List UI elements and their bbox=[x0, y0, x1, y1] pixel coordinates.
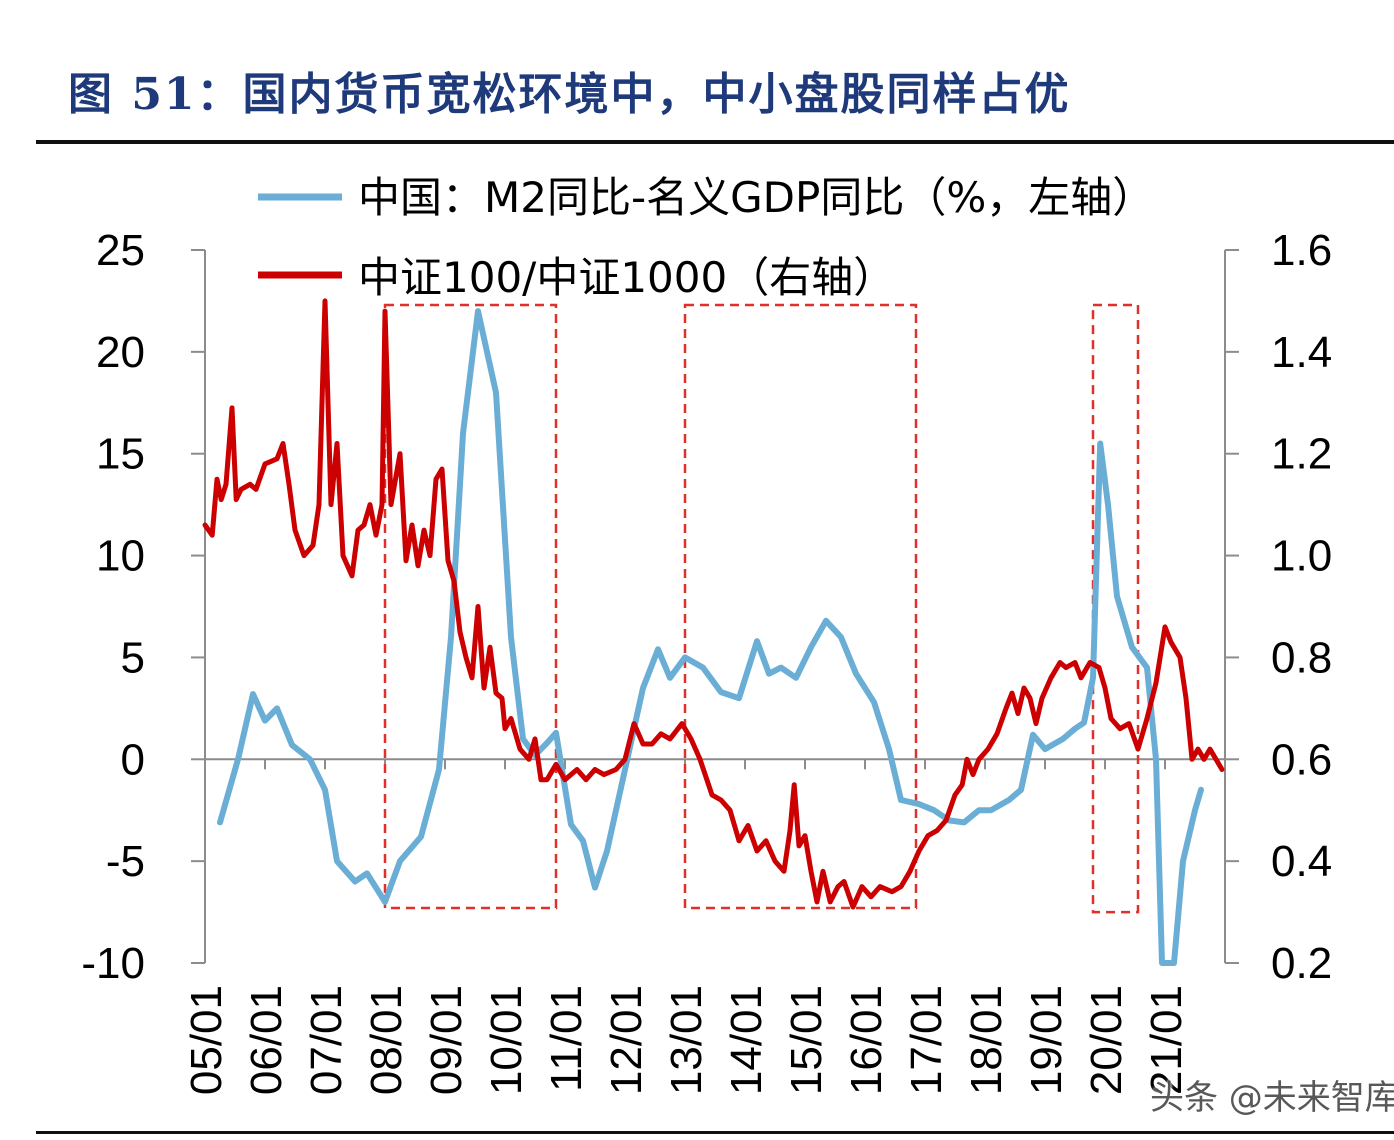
left-tick-label: 5 bbox=[121, 633, 145, 682]
x-tick-label: 12/01 bbox=[602, 985, 651, 1095]
x-tick-label: 15/01 bbox=[782, 985, 831, 1095]
x-tick-label: 05/01 bbox=[182, 985, 231, 1095]
x-tick-label: 06/01 bbox=[242, 985, 291, 1095]
highlight-box bbox=[683, 303, 918, 910]
x-tick-label: 11/01 bbox=[542, 985, 591, 1092]
series-layer bbox=[202, 298, 1225, 966]
chart-axes: 25 20 15 10 5 0 -5 -10 1.6 1.4 1.2 1.0 0.8 0.6 0.4 0.2 0… bbox=[81, 226, 1332, 1095]
x-tick-label: 13/01 bbox=[662, 985, 711, 1095]
series-line-csi100-csi1000 bbox=[202, 298, 1225, 910]
title-rule bbox=[36, 140, 1394, 144]
x-tick-label: 21/01 bbox=[1142, 985, 1191, 1095]
series-line-m2-gdp bbox=[217, 308, 1204, 966]
x-tick-label: 20/01 bbox=[1082, 985, 1131, 1095]
left-tick-label: 0 bbox=[121, 735, 145, 784]
highlight-boxes bbox=[383, 303, 1140, 914]
x-tick-label: 17/01 bbox=[902, 985, 951, 1095]
highlight-box bbox=[383, 303, 558, 910]
chart-title: 图 51：国内货币宽松环境中，中小盘股同样占优 bbox=[68, 69, 1071, 120]
x-tick-label: 14/01 bbox=[722, 985, 771, 1095]
legend-label-m2: 中国：M2同比-名义GDP同比（%，左轴） bbox=[358, 173, 1154, 222]
left-tick-label: 10 bbox=[96, 532, 145, 581]
x-tick-label: 08/01 bbox=[362, 985, 411, 1095]
right-tick-label: 1.2 bbox=[1271, 430, 1332, 479]
left-tick-label: 25 bbox=[96, 226, 145, 275]
x-tick-label: 18/01 bbox=[962, 985, 1011, 1095]
x-tick-label: 09/01 bbox=[422, 985, 471, 1095]
x-tick-label: 19/01 bbox=[1022, 985, 1071, 1095]
watermark: 头条 @未来智库 bbox=[1150, 1078, 1394, 1118]
left-tick-label: 20 bbox=[96, 328, 145, 377]
right-tick-label: 0.4 bbox=[1271, 837, 1332, 886]
legend: 中国：M2同比-名义GDP同比（%，左轴） 中证100/中证1000（右轴） bbox=[258, 173, 1154, 302]
right-tick-label: 1.4 bbox=[1271, 328, 1332, 377]
right-tick-label: 0.8 bbox=[1271, 633, 1332, 682]
left-tick-label: -5 bbox=[106, 837, 145, 886]
right-tick-label: 1.0 bbox=[1271, 532, 1332, 581]
right-tick-label: 0.2 bbox=[1271, 939, 1332, 988]
x-tick-label: 16/01 bbox=[842, 985, 891, 1095]
right-tick-label: 0.6 bbox=[1271, 735, 1332, 784]
left-tick-label: -10 bbox=[81, 939, 145, 988]
left-tick-label: 15 bbox=[96, 430, 145, 479]
legend-label-ratio: 中证100/中证1000（右轴） bbox=[358, 253, 895, 302]
bottom-rule bbox=[36, 1131, 1394, 1134]
x-tick-label: 10/01 bbox=[482, 985, 531, 1095]
highlight-box bbox=[1091, 303, 1140, 914]
right-tick-label: 1.6 bbox=[1271, 226, 1332, 275]
x-tick-label: 07/01 bbox=[302, 985, 351, 1095]
